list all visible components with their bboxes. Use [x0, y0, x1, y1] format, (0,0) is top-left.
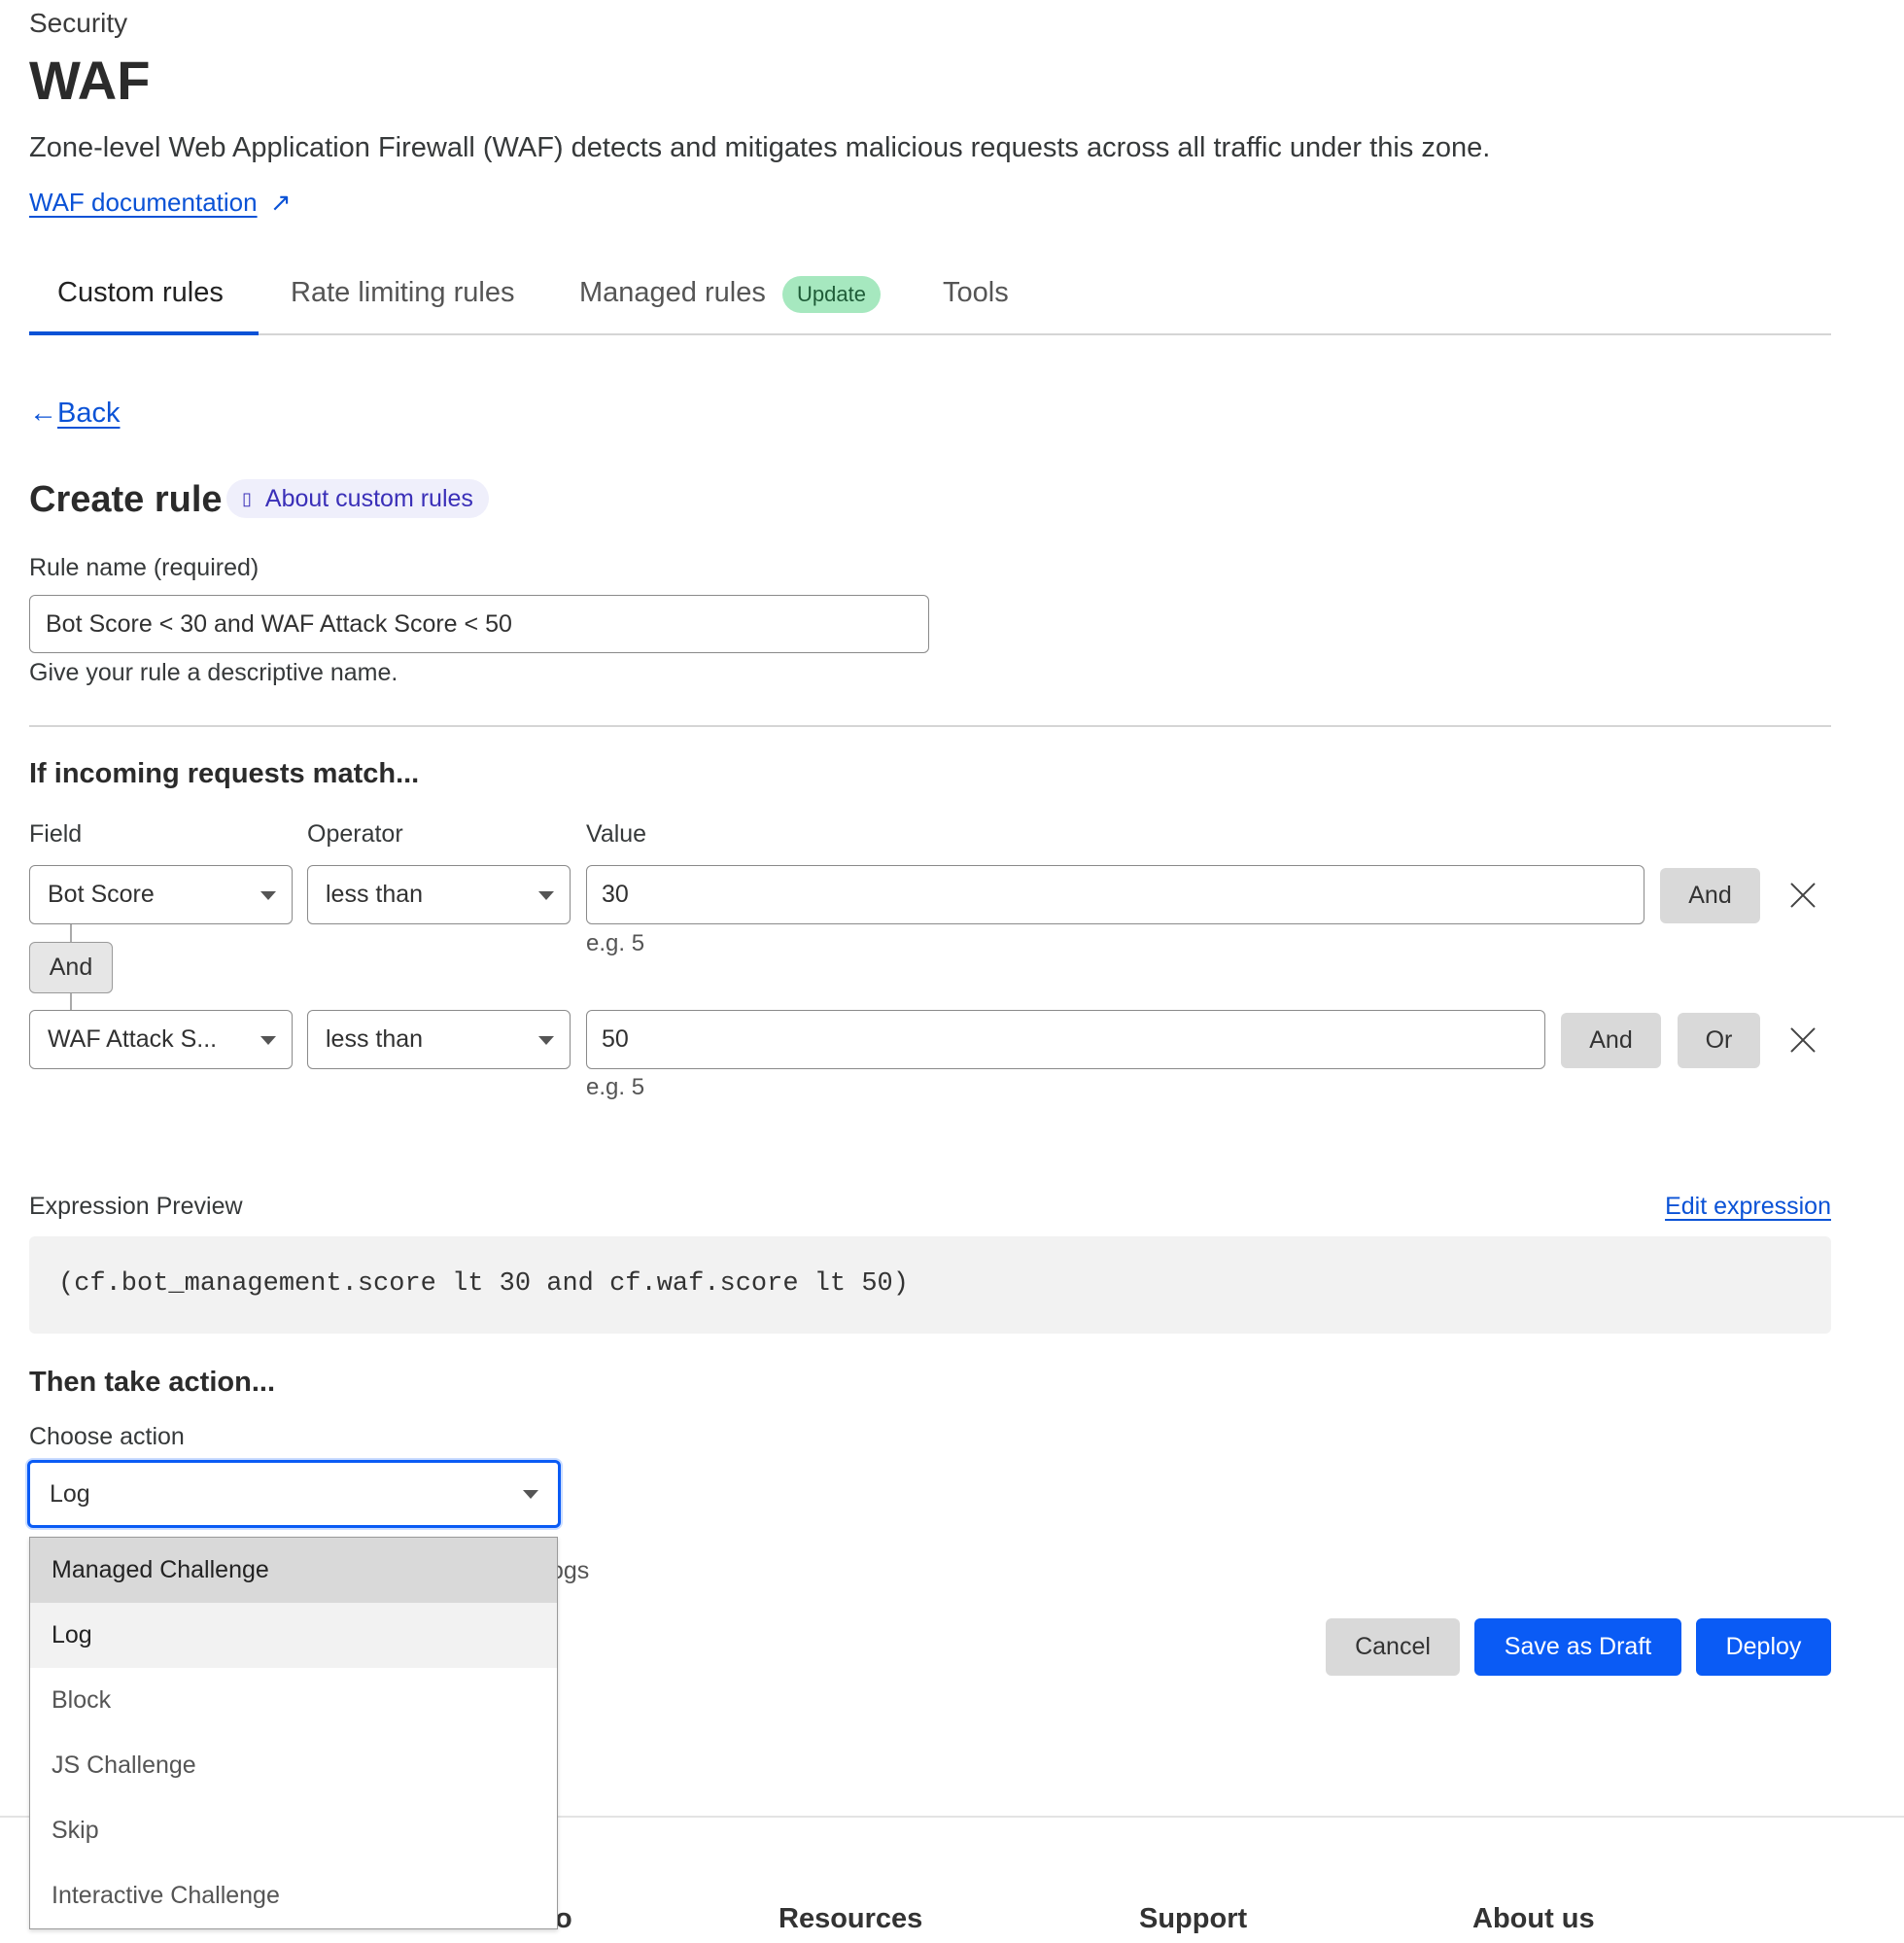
expression-code: (cf.bot_management.score lt 30 and cf.wa…: [58, 1269, 909, 1299]
value-hint-1: e.g. 5: [586, 930, 645, 956]
about-text: About custom rules: [264, 484, 473, 512]
remove-condition-2-icon[interactable]: [1788, 1025, 1817, 1055]
update-badge: Update: [782, 276, 881, 313]
value-hint-2: e.g. 5: [586, 1074, 645, 1100]
operator-label: Operator: [307, 820, 403, 848]
page-title: WAF: [29, 50, 151, 111]
tab-rate-limiting[interactable]: Rate limiting rules: [291, 277, 515, 308]
and-button-1[interactable]: And: [1660, 868, 1760, 923]
expression-preview-label: Expression Preview: [29, 1193, 243, 1220]
book-icon: ▯: [242, 488, 252, 508]
value-input-2[interactable]: 50: [586, 1010, 1545, 1069]
back-link[interactable]: ←Back: [29, 398, 120, 430]
footer-divider: [0, 1816, 1904, 1818]
operator-select-1[interactable]: less than: [307, 865, 571, 924]
value-text: 50: [602, 1025, 629, 1053]
field-select-1[interactable]: Bot Score: [29, 865, 293, 924]
and-button-2[interactable]: And: [1561, 1013, 1661, 1068]
action-selected-value: Log: [50, 1479, 90, 1508]
chevron-down-icon: [260, 890, 276, 900]
external-link-icon: ↗: [269, 188, 292, 217]
option-js-challenge[interactable]: JS Challenge: [52, 1752, 196, 1779]
back-text[interactable]: Back: [57, 398, 121, 429]
action-select[interactable]: Log: [27, 1460, 561, 1528]
option-skip[interactable]: Skip: [52, 1817, 99, 1844]
remove-condition-1-icon[interactable]: [1788, 881, 1817, 910]
footer-heading-resources[interactable]: Resources: [779, 1903, 923, 1934]
tab-divider: [29, 333, 1831, 335]
footer-heading-partial: o: [555, 1903, 572, 1934]
rule-name-help: Give your rule a descriptive name.: [29, 659, 398, 686]
chevron-down-icon: [260, 1035, 276, 1045]
field-label: Field: [29, 820, 83, 848]
field-value: Bot Score: [48, 881, 155, 908]
tab-custom-rules[interactable]: Custom rules: [57, 277, 224, 308]
value-text: 30: [602, 881, 629, 908]
doc-link-text[interactable]: WAF documentation: [29, 188, 258, 217]
chevron-down-icon: [538, 890, 554, 900]
arrow-left-icon: ←: [29, 398, 57, 429]
footer-heading-support[interactable]: Support: [1139, 1903, 1248, 1934]
option-managed-challenge[interactable]: Managed Challenge: [30, 1538, 557, 1603]
rule-name-label: Rule name (required): [29, 554, 260, 581]
value-label: Value: [586, 820, 647, 848]
or-button-2[interactable]: Or: [1678, 1013, 1760, 1068]
waf-documentation-link[interactable]: WAF documentation ↗: [29, 188, 292, 218]
rule-name-value: Bot Score < 30 and WAF Attack Score < 50: [46, 609, 512, 638]
cancel-button[interactable]: Cancel: [1326, 1618, 1460, 1676]
choose-action-label: Choose action: [29, 1423, 185, 1450]
connector-and-badge: And: [29, 942, 113, 993]
operator-value: less than: [326, 881, 424, 908]
field-select-2[interactable]: WAF Attack S...: [29, 1010, 293, 1069]
page-description: Zone-level Web Application Firewall (WAF…: [29, 132, 1491, 163]
field-value: WAF Attack S...: [48, 1025, 218, 1053]
operator-value: less than: [326, 1025, 424, 1053]
tab-tools[interactable]: Tools: [943, 277, 1009, 308]
operator-select-2[interactable]: less than: [307, 1010, 571, 1069]
section-label: Security: [29, 8, 128, 38]
active-tab-indicator: [29, 331, 259, 335]
option-log[interactable]: Log: [30, 1603, 557, 1668]
value-input-1[interactable]: 30: [586, 865, 1644, 924]
save-draft-button[interactable]: Save as Draft: [1474, 1618, 1681, 1676]
option-interactive-challenge[interactable]: Interactive Challenge: [52, 1882, 280, 1909]
tab-managed-rules[interactable]: Managed rules: [579, 277, 766, 308]
footer-heading-about[interactable]: About us: [1472, 1903, 1595, 1934]
chevron-down-icon: [523, 1490, 538, 1499]
chevron-down-icon: [538, 1035, 554, 1045]
edit-expression-link[interactable]: Edit expression: [1665, 1193, 1831, 1220]
section-divider: [29, 725, 1831, 727]
about-custom-rules-button[interactable]: ▯ About custom rules: [226, 479, 489, 518]
expression-preview-box: [29, 1236, 1831, 1334]
deploy-button[interactable]: Deploy: [1696, 1618, 1831, 1676]
action-heading: Then take action...: [29, 1367, 275, 1398]
rule-name-input[interactable]: Bot Score < 30 and WAF Attack Score < 50: [29, 595, 929, 653]
match-heading: If incoming requests match...: [29, 758, 420, 789]
action-dropdown-menu[interactable]: Managed Challenge Log Block JS Challenge…: [29, 1537, 558, 1929]
create-rule-title: Create rule: [29, 479, 223, 520]
option-block[interactable]: Block: [52, 1686, 112, 1714]
